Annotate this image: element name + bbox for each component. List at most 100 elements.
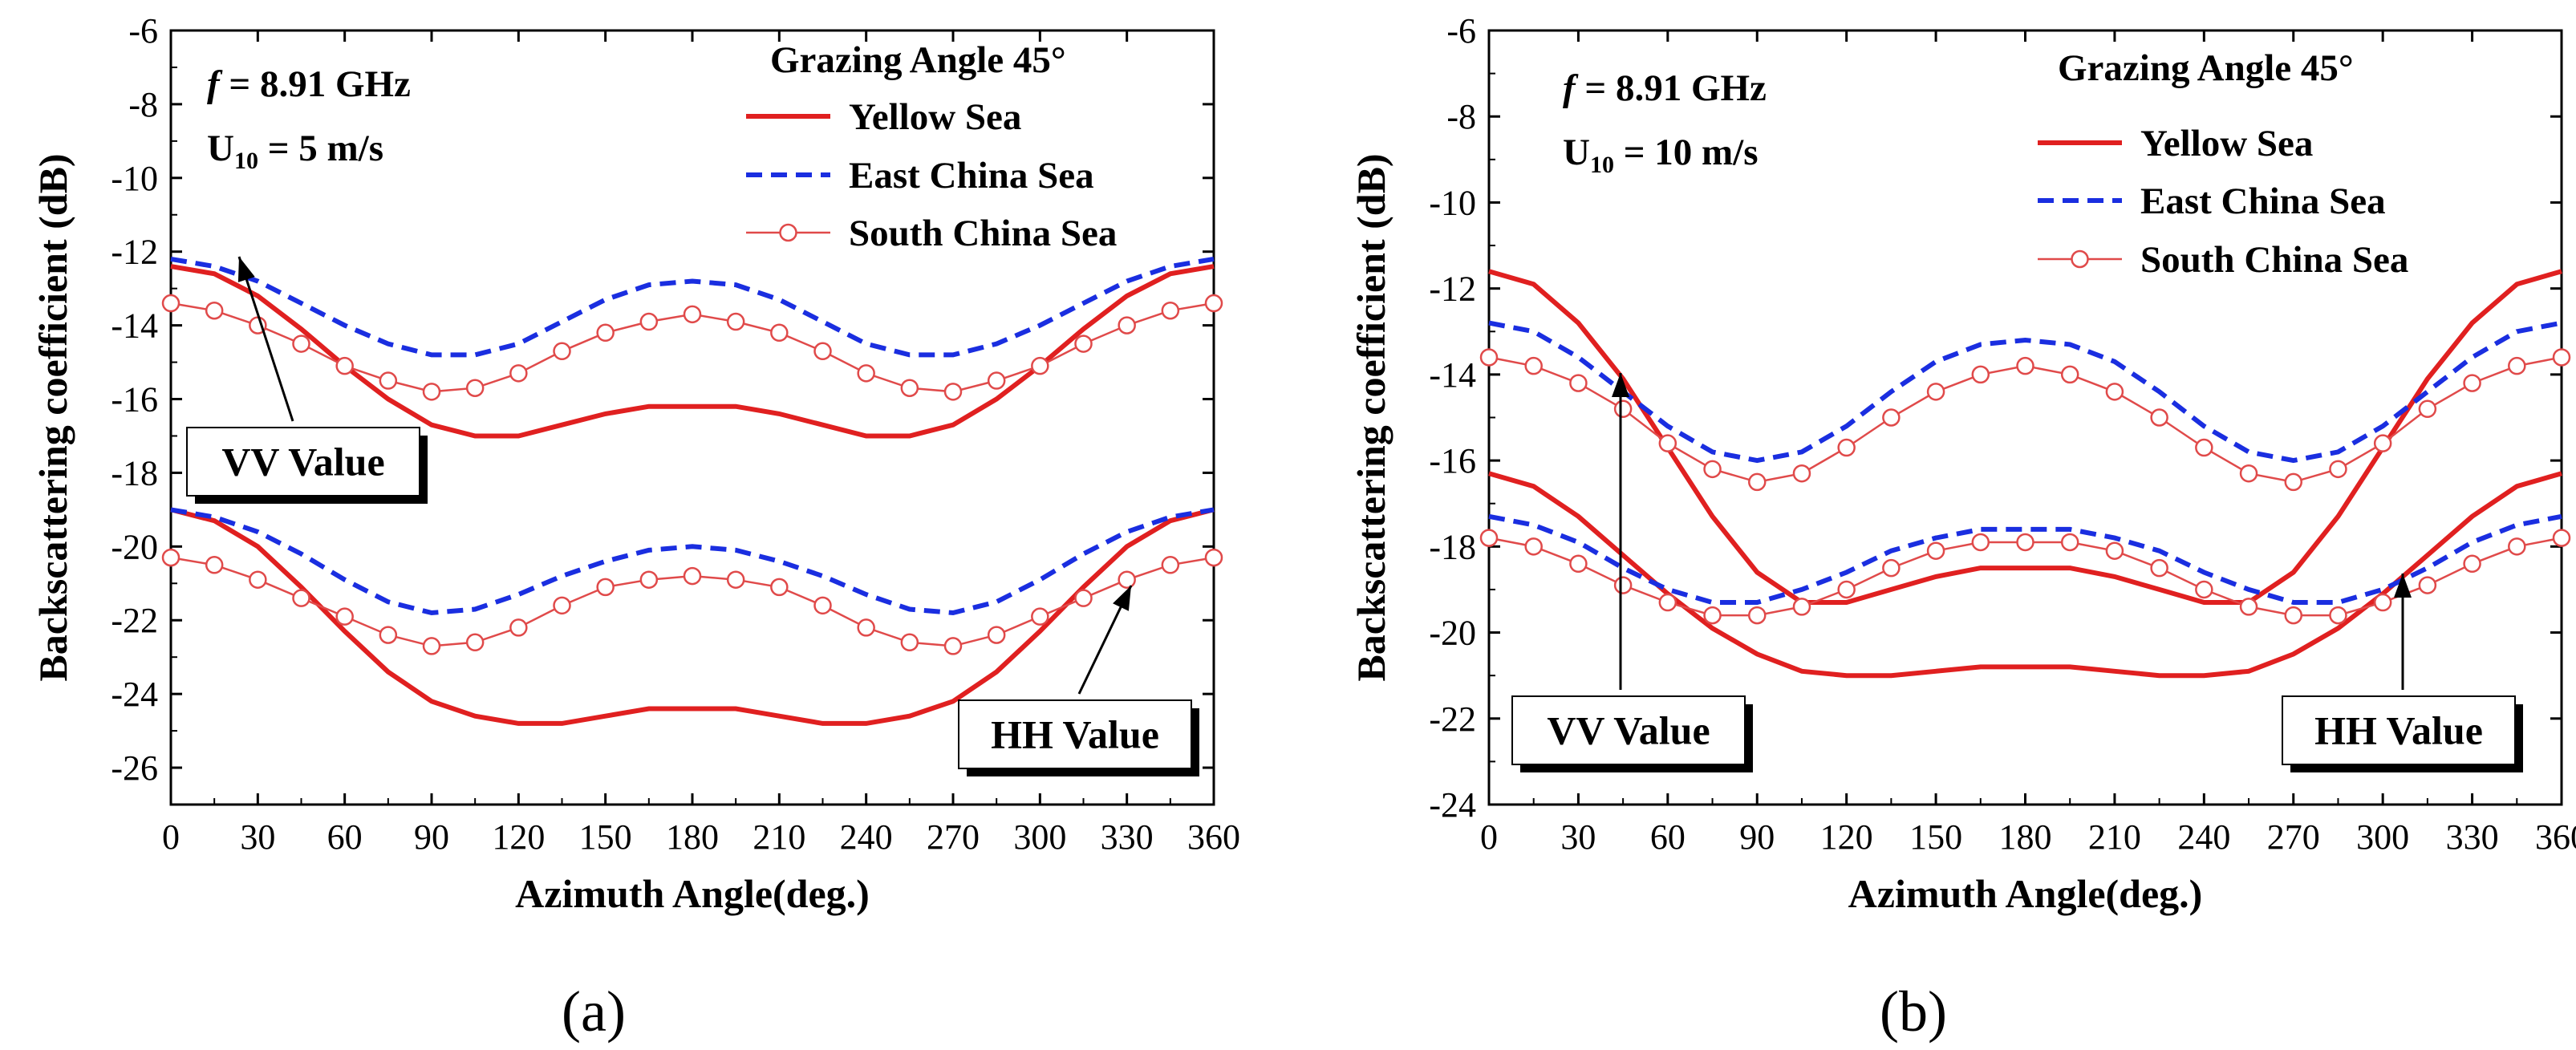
series-line-yellow-sea-vv <box>1488 269 2562 605</box>
data-point <box>770 578 789 597</box>
data-point <box>639 312 659 331</box>
x-tick-label: 210 <box>2088 817 2141 857</box>
x-tick-label: 90 <box>1739 817 1775 857</box>
series-line-east-china-sea-vv <box>170 256 1215 358</box>
x-tick-label: 180 <box>666 817 719 857</box>
data-point <box>2552 529 2571 547</box>
data-point <box>1792 598 1811 616</box>
data-point <box>1204 548 1223 567</box>
data-point <box>2373 434 2392 452</box>
x-tick-label: 300 <box>2356 817 2409 857</box>
legend-label: East China Sea <box>849 155 1094 197</box>
frequency-value: = 8.91 GHz <box>1576 67 1767 109</box>
y-tick-label: -18 <box>111 453 158 493</box>
series-line-yellow-sea-hh <box>1488 471 2562 679</box>
data-point <box>2150 408 2168 427</box>
wind-speed-annotation: U10 = 5 m/s <box>207 128 383 174</box>
x-tick-label: 330 <box>2446 817 2499 857</box>
data-point <box>2284 472 2302 492</box>
data-point <box>2060 365 2079 384</box>
data-point <box>2016 533 2034 552</box>
frequency-annotation: f = 8.91 GHz <box>1563 67 1767 109</box>
x-tick-label: 360 <box>1187 817 1240 857</box>
y-axis-label: Backscattering coefficient (dB) <box>30 153 75 681</box>
y-tick-label: -10 <box>111 159 158 198</box>
y-tick-label: -14 <box>1429 355 1476 395</box>
data-point <box>683 566 702 586</box>
series-line-yellow-sea-hh <box>170 507 1215 726</box>
subfigure-label: (b) <box>1880 979 1947 1044</box>
legend-marker <box>779 223 797 242</box>
series-line-east-china-sea-hh <box>170 507 1215 616</box>
data-point <box>1613 576 1633 594</box>
y-tick-label: -16 <box>1429 441 1476 480</box>
data-point <box>943 637 963 655</box>
data-point <box>1837 438 1856 457</box>
data-point <box>465 633 485 652</box>
y-tick-label: -12 <box>111 233 158 272</box>
series-line-east-china-sea-vv <box>1488 320 2562 464</box>
arrow-head <box>2394 574 2412 598</box>
legend-label: South China Sea <box>2140 239 2408 281</box>
subfigure-label: (a) <box>562 979 626 1044</box>
data-point <box>726 312 745 331</box>
data-point <box>1118 570 1136 589</box>
data-point <box>857 618 875 637</box>
data-point <box>379 626 398 644</box>
data-point <box>943 383 963 401</box>
data-point <box>249 570 267 589</box>
x-tick-label: 120 <box>1820 817 1873 857</box>
x-axis-label: Azimuth Angle(deg.) <box>1848 871 2203 916</box>
y-tick-label: -8 <box>1446 97 1476 136</box>
data-point <box>1882 408 1901 427</box>
data-point <box>161 548 181 567</box>
data-point <box>1074 334 1093 353</box>
data-point <box>1569 554 1588 574</box>
wind-value: = 10 m/s <box>1614 132 1759 173</box>
vv-value-box <box>186 427 420 497</box>
data-point <box>2016 356 2034 375</box>
data-point <box>1971 365 1990 384</box>
x-tick-label: 30 <box>240 817 275 857</box>
data-point <box>553 342 571 361</box>
y-tick-label: -14 <box>111 306 158 346</box>
data-point <box>1479 348 1499 367</box>
data-point <box>205 301 224 320</box>
data-point <box>813 596 832 615</box>
x-tick-label: 330 <box>1101 817 1154 857</box>
data-point <box>1926 383 1945 401</box>
data-point <box>900 633 919 652</box>
data-point <box>2239 464 2258 483</box>
panel-b: 0 30 60 90 120 150 180 210 240 270 300 330 360 -6 -8 -1… <box>1349 11 2576 1044</box>
data-point <box>1658 434 1677 452</box>
frequency-symbol: f <box>207 63 223 105</box>
y-tick-label: -16 <box>111 380 158 420</box>
data-point <box>2418 399 2437 419</box>
data-point <box>422 383 441 401</box>
data-point <box>1074 589 1093 607</box>
y-tick-label: -26 <box>111 748 158 788</box>
x-tick-label: 60 <box>1650 817 1686 857</box>
data-point <box>1882 558 1901 578</box>
data-point <box>726 570 745 589</box>
data-point <box>292 334 310 353</box>
data-point <box>770 323 789 343</box>
data-point <box>1658 593 1677 612</box>
x-axis-label: Azimuth Angle(deg.) <box>515 871 870 916</box>
y-tick-label: -22 <box>1429 699 1476 739</box>
x-tick-label: 270 <box>927 817 980 857</box>
data-point <box>813 342 832 361</box>
panel-a: 0 30 60 90 120 150 180 210 240 270 300 330 360 -6 -8 -1… <box>30 11 1240 1044</box>
hh-value-box-label: HH Value <box>991 712 1159 757</box>
data-point <box>2105 383 2124 401</box>
wind-value: = 5 m/s <box>258 128 383 169</box>
data-point <box>2195 438 2213 457</box>
data-point <box>2463 554 2481 574</box>
x-tick-label: 240 <box>840 817 893 857</box>
data-point <box>683 305 702 324</box>
y-tick-label: -6 <box>128 11 158 51</box>
data-point <box>1703 606 1722 625</box>
x-tick-label: 120 <box>492 817 545 857</box>
legend-label: Yellow Sea <box>2140 123 2313 164</box>
